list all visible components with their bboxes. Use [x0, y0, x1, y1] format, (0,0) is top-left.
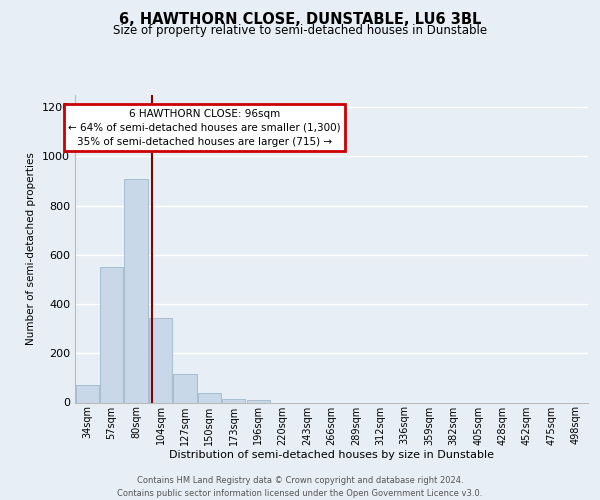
Bar [76, 386, 99, 402]
Bar [198, 392, 221, 402]
Text: Contains public sector information licensed under the Open Government Licence v3: Contains public sector information licen… [118, 489, 482, 498]
Bar [222, 399, 245, 402]
Bar [173, 374, 197, 402]
X-axis label: Distribution of semi-detached houses by size in Dunstable: Distribution of semi-detached houses by … [169, 450, 494, 460]
Bar [124, 178, 148, 402]
Bar [247, 400, 270, 402]
Bar [100, 267, 123, 402]
Text: Contains HM Land Registry data © Crown copyright and database right 2024.: Contains HM Land Registry data © Crown c… [137, 476, 463, 485]
Bar [149, 318, 172, 402]
Text: 6, HAWTHORN CLOSE, DUNSTABLE, LU6 3BL: 6, HAWTHORN CLOSE, DUNSTABLE, LU6 3BL [119, 12, 481, 28]
Text: Size of property relative to semi-detached houses in Dunstable: Size of property relative to semi-detach… [113, 24, 487, 37]
Text: 6 HAWTHORN CLOSE: 96sqm
← 64% of semi-detached houses are smaller (1,300)
35% of: 6 HAWTHORN CLOSE: 96sqm ← 64% of semi-de… [68, 108, 341, 146]
Y-axis label: Number of semi-detached properties: Number of semi-detached properties [26, 152, 37, 345]
